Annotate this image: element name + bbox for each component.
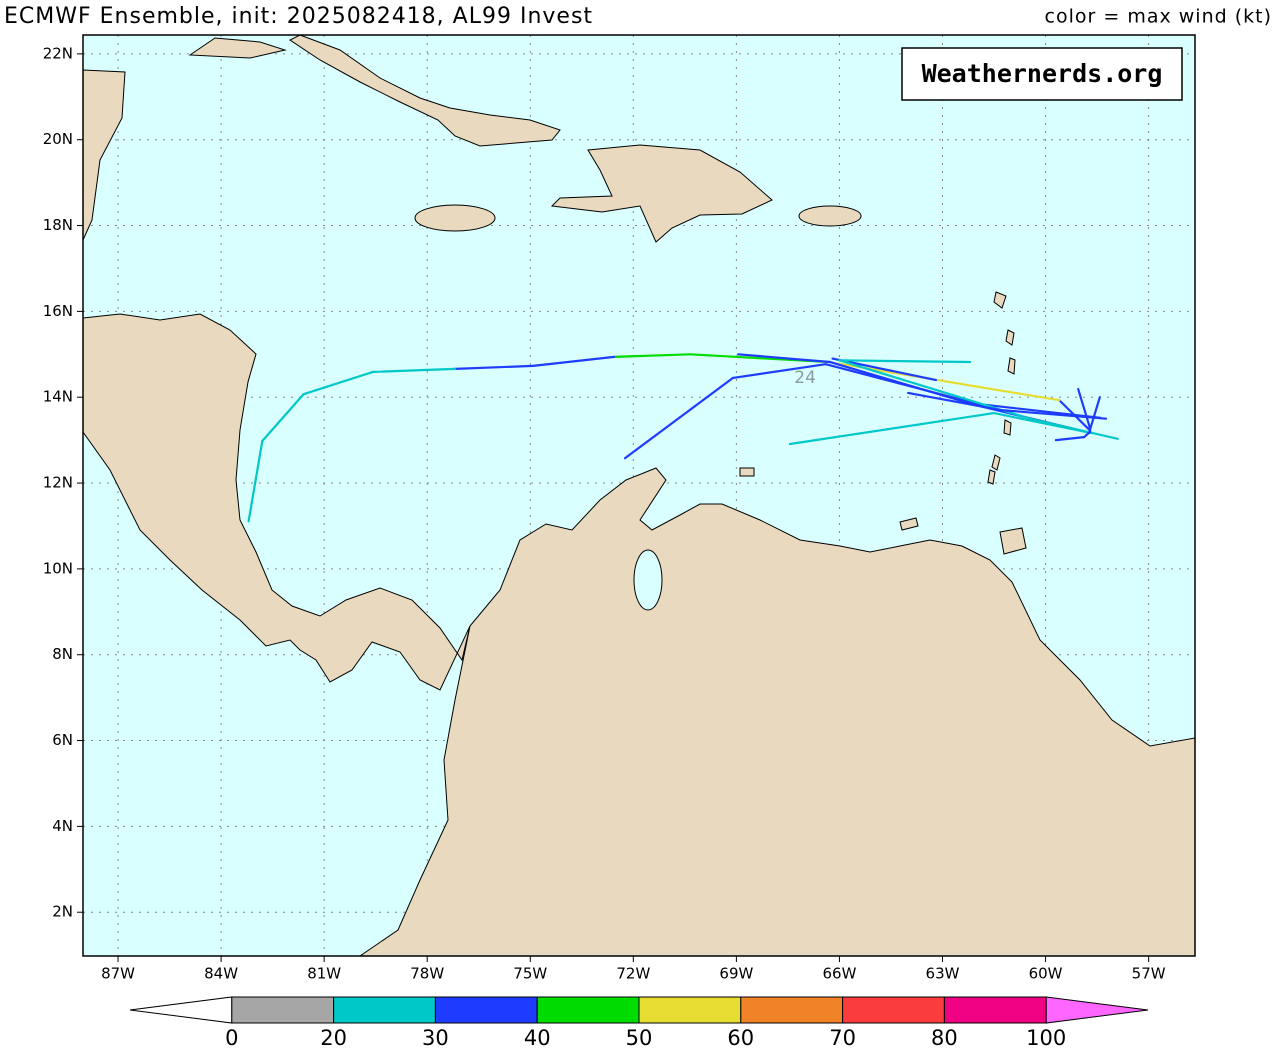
x-tick-label: 75W xyxy=(513,965,547,983)
hispaniola xyxy=(550,144,773,243)
colorbar-under xyxy=(129,996,233,1024)
south-america xyxy=(359,467,1195,956)
track-segment xyxy=(824,363,980,406)
jamaica xyxy=(414,204,496,232)
colorbar-bin xyxy=(536,996,640,1024)
colorbar-label: 100 xyxy=(1026,1026,1066,1050)
map: 24 xyxy=(83,35,1195,956)
track-segment xyxy=(1028,417,1119,440)
track-segment xyxy=(1082,430,1092,439)
track-segment xyxy=(371,367,457,373)
colorbar-label: 0 xyxy=(225,1026,238,1050)
track-segment xyxy=(623,376,735,460)
watermark-box xyxy=(901,47,1183,101)
x-tick-label: 69W xyxy=(719,965,753,983)
track-segment xyxy=(453,364,535,370)
tracks: 24 xyxy=(247,353,1119,523)
colorbar-bin xyxy=(231,996,335,1024)
track-segment xyxy=(1054,436,1086,442)
y-tick-label: 20N xyxy=(43,130,73,148)
colorbar-label: 60 xyxy=(727,1026,754,1050)
x-tick-label: 63W xyxy=(926,965,960,983)
track-segment xyxy=(612,353,692,358)
lesser-antilles xyxy=(739,291,1027,555)
track-segment xyxy=(831,357,938,382)
track-segment xyxy=(999,408,1108,420)
track-segment xyxy=(531,355,616,367)
subtitle: color = max wind (kt) xyxy=(1045,6,1272,28)
y-tick-label: 18N xyxy=(43,216,73,234)
y-tick-label: 2N xyxy=(52,903,73,921)
y-tick-label: 8N xyxy=(52,645,73,663)
colorbar-label: 40 xyxy=(524,1026,551,1050)
y-tick-label: 10N xyxy=(43,559,73,577)
axes: 87W 84W 81W 78W 75W 72W 69W 66W 63W 60W 57W 2N 4N 6N 8… xyxy=(43,44,1166,982)
x-tick-label: 81W xyxy=(307,965,341,983)
track-segment xyxy=(1077,387,1092,431)
colorbar: 0 20 30 40 50 60 70 80 100 xyxy=(129,996,1149,1050)
colorbar-bin xyxy=(434,996,538,1024)
cuba-west xyxy=(188,37,287,59)
central-america xyxy=(83,313,471,691)
x-tick-label: 66W xyxy=(822,965,856,983)
colorbar-label: 30 xyxy=(422,1026,449,1050)
colorbar-label: 80 xyxy=(931,1026,958,1050)
y-tick-label: 22N xyxy=(43,44,73,62)
land xyxy=(83,35,1195,956)
track-segment xyxy=(788,411,996,446)
x-tick-label: 84W xyxy=(204,965,238,983)
y-tick-label: 12N xyxy=(43,474,73,492)
colorbar-bin xyxy=(943,996,1047,1024)
y-tick-label: 16N xyxy=(43,302,73,320)
title: ECMWF Ensemble, init: 2025082418, AL99 I… xyxy=(4,4,593,29)
colorbar-bin xyxy=(333,996,436,1024)
track-segment xyxy=(302,370,375,396)
colorbar-bin xyxy=(842,996,945,1024)
mexico xyxy=(83,69,126,241)
colorbar-bin xyxy=(740,996,844,1024)
x-tick-label: 57W xyxy=(1132,965,1166,983)
track-segment xyxy=(838,359,972,364)
track-segment xyxy=(737,353,832,364)
annotation: 24 xyxy=(794,368,816,388)
y-tick-label: 14N xyxy=(43,388,73,406)
track-segment xyxy=(731,363,827,380)
x-tick-label: 78W xyxy=(410,965,444,983)
track-segment xyxy=(907,391,1003,412)
puerto-rico xyxy=(798,205,862,227)
y-tick-label: 6N xyxy=(52,731,73,749)
cuba xyxy=(289,35,561,147)
track-segment xyxy=(247,439,264,523)
x-tick-label: 60W xyxy=(1029,965,1063,983)
x-tick-label: 72W xyxy=(616,965,650,983)
map-frame xyxy=(82,34,1196,957)
track-segment xyxy=(261,393,305,443)
watermark: Weathernerds.org xyxy=(922,59,1163,88)
lake-maracaibo xyxy=(633,549,663,611)
x-tick-label: 87W xyxy=(101,965,135,983)
colorbar-label: 50 xyxy=(626,1026,653,1050)
colorbar-bin xyxy=(638,996,742,1024)
colorbar-over xyxy=(1045,996,1149,1024)
y-tick-label: 4N xyxy=(52,817,73,835)
colorbar-label: 20 xyxy=(320,1026,347,1050)
track-segment xyxy=(1089,396,1101,431)
colorbar-label: 70 xyxy=(829,1026,856,1050)
